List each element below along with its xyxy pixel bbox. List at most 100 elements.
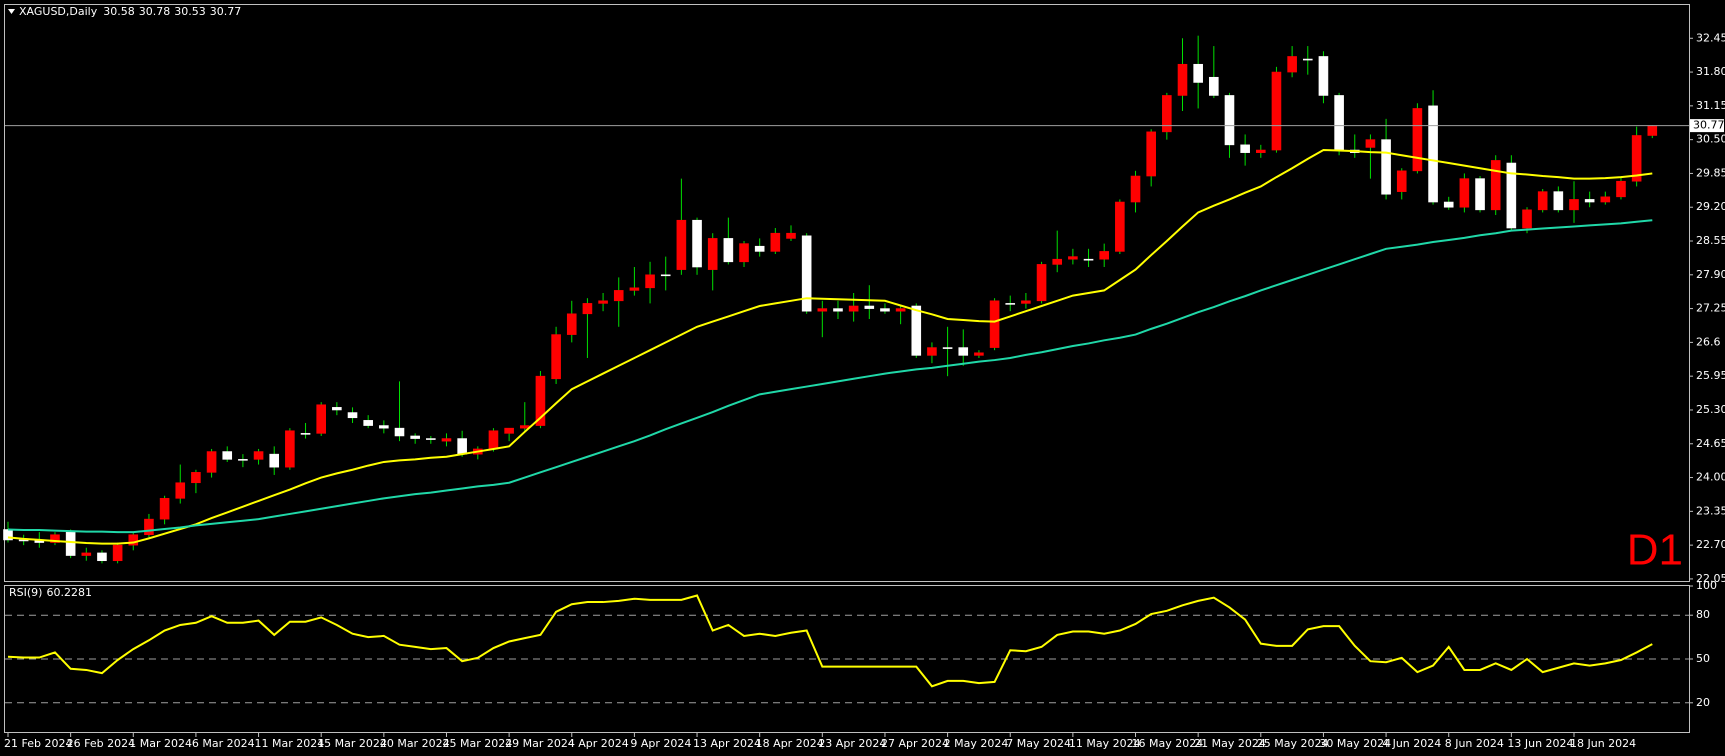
candle-body [989,300,1000,348]
candle-body [488,430,499,450]
x-tick-label: 26 Feb 2024 [67,737,135,750]
y-tick-label: 26.6 [1696,335,1721,348]
x-tick-label: 23 Apr 2024 [818,737,886,750]
candle-body [191,472,201,484]
candle-body [1146,131,1156,177]
candle-body [18,539,29,542]
x-tick-label: 16 May 2024 [1132,737,1204,750]
candle-body [128,534,139,546]
open-value: 30.58 [103,5,135,18]
candle-body [238,459,248,461]
x-tick-label: 13 Jun 2024 [1507,737,1573,750]
x-tick-label: 8 Jun 2024 [1445,737,1504,750]
candle-body [1600,196,1611,203]
candle-body [786,232,796,239]
candle-body [1302,58,1313,61]
candle-body [1083,258,1094,261]
x-tick-label: 1 Mar 2024 [129,737,192,750]
x-tick-label: 13 Apr 2024 [693,737,761,750]
candle-body [739,243,749,263]
candle-body [692,219,702,268]
chart-header: XAGUSD,Daily 30.58 30.78 30.53 30.77 [19,5,241,18]
y-tick-label: 22.70 [1696,538,1725,551]
y-tick-label: 22.05 [1696,572,1725,585]
candle-body [457,438,467,455]
candle-body [801,235,812,312]
x-tick-label: 9 Apr 2024 [630,737,691,750]
x-tick-label: 30 May 2024 [1319,737,1391,750]
y-tick-label: 25.30 [1696,403,1725,416]
candle-body [598,300,608,304]
candle-body [1334,95,1344,151]
x-tick-label: 18 Jun 2024 [1570,737,1636,750]
candle-body [645,274,655,289]
y-tick-label: 28.55 [1696,234,1725,247]
candle-body [1193,63,1203,83]
y-tick-label: 50 [1696,652,1710,665]
candle-body [754,245,765,252]
candle-body [676,219,687,270]
candle-body [911,305,922,356]
candle-body [363,420,373,426]
candle-body [1068,256,1078,260]
candle-body [1021,300,1031,304]
candle-body [1506,162,1517,229]
candle-body [1036,264,1047,302]
candle-body [379,425,389,429]
close-value: 30.77 [210,5,242,18]
candles [3,35,1658,564]
candle-body [1396,170,1407,192]
candle-body [441,438,452,442]
candle-body [1475,178,1485,211]
x-tick-label: 25 May 2024 [1257,737,1329,750]
x-tick-label: 11 Mar 2024 [255,737,325,750]
candle-body [1428,105,1438,203]
candle-body [817,308,828,312]
y-tick-label: 29.85 [1696,166,1725,179]
candle-body [895,308,906,312]
candle-body [332,407,342,411]
candle-body [144,518,154,536]
rsi-value: 60.2281 [46,586,92,599]
candle-body [723,238,734,263]
y-tick-label: 29.20 [1696,200,1725,213]
x-tick-label: 6 Mar 2024 [192,737,255,750]
candle-body [1052,258,1063,265]
candle-body [535,375,546,426]
candle-body [770,232,781,252]
candle-body [864,305,875,309]
candle-body [1537,191,1548,211]
y-tick-label: 24.00 [1696,471,1725,484]
candle-body [1553,191,1564,211]
y-tick-label: 80 [1696,608,1710,621]
candle-body [410,435,420,439]
y-tick-label: 27.25 [1696,302,1725,315]
candle-body [175,482,186,499]
candle-body [660,274,671,277]
candle-body [1005,303,1016,305]
x-tick-label: 11 May 2024 [1069,737,1141,750]
x-tick-label: 18 Apr 2024 [756,737,824,750]
period-label: D1 [1627,526,1683,575]
x-tick-label: 25 Mar 2024 [442,737,512,750]
candle-body [269,453,280,468]
moving-average-line [7,219,1653,534]
candle-body [1271,71,1282,151]
candle-body [50,534,60,543]
candle-body [582,303,593,315]
high-value: 30.78 [139,5,171,18]
rsi-header: RSI(9) 60.2281 [9,586,92,599]
moving-average-line [7,149,1653,545]
candle-body [880,308,890,312]
candle-body [504,427,514,434]
candle-body [1256,149,1266,153]
candle-body [1522,209,1532,229]
candle-body [112,544,123,562]
dropdown-icon[interactable] [8,9,15,14]
y-tick-label: 30.50 [1696,133,1725,146]
y-tick-label: 100 [1696,579,1717,592]
candle-body [942,347,953,349]
candle-body [1459,178,1470,208]
